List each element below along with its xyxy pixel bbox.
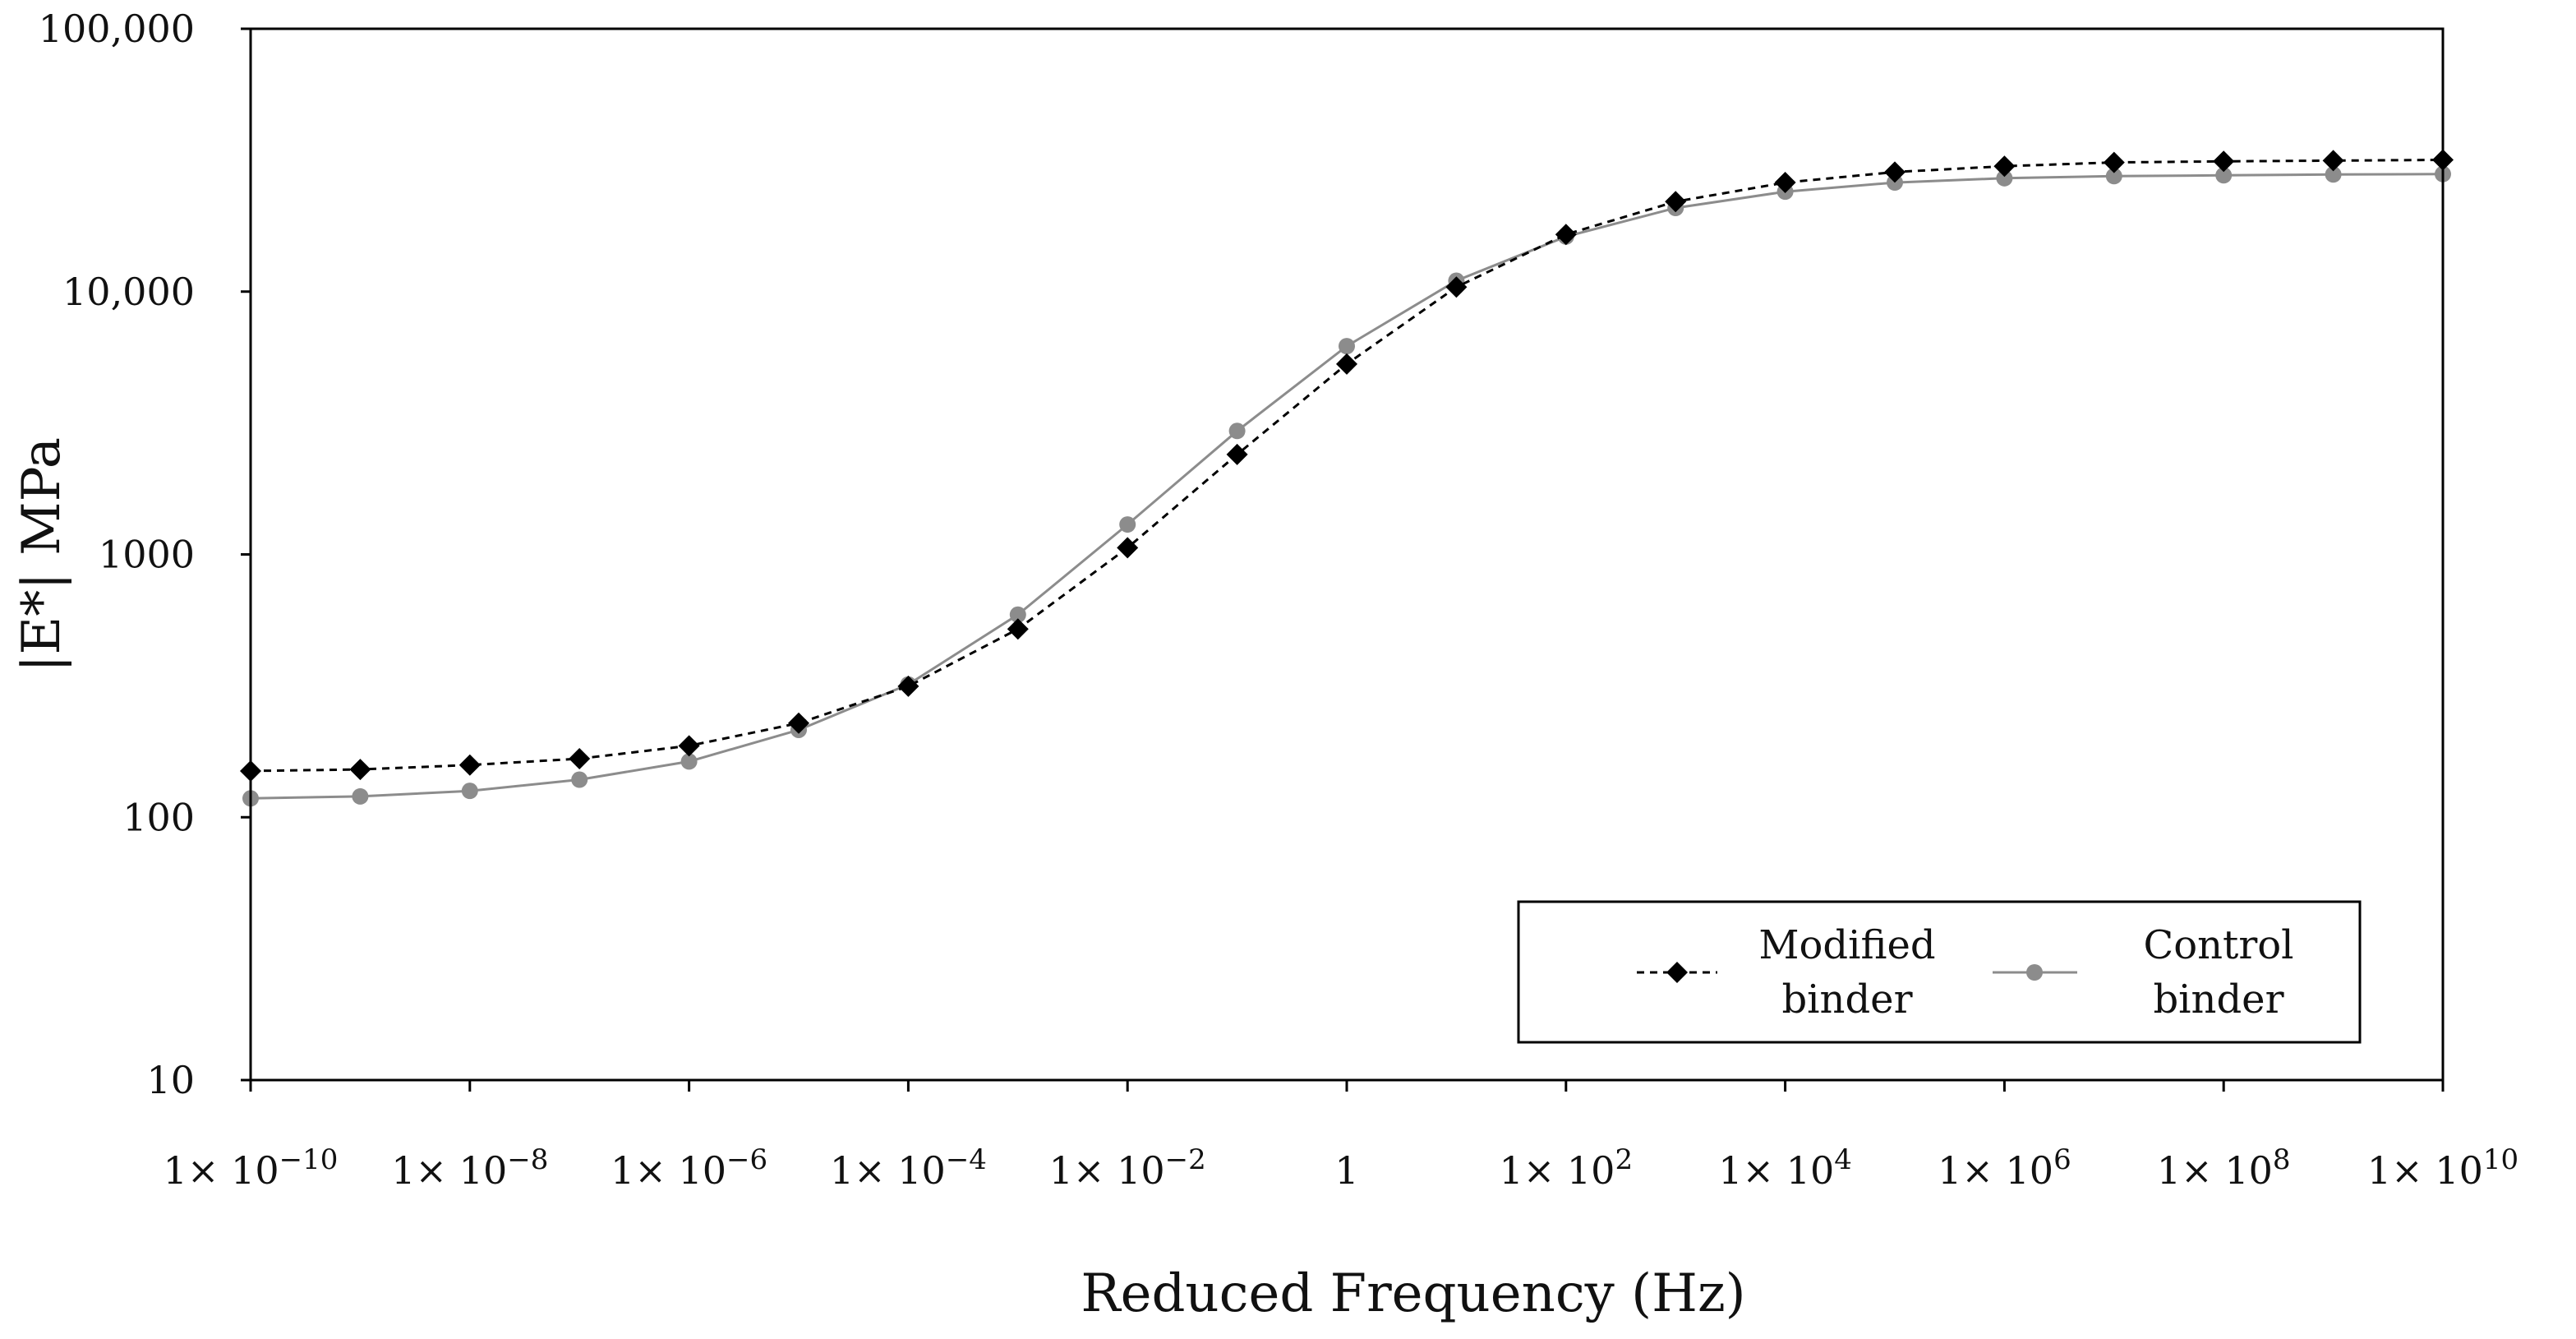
x-tick-label-exponent: −2 bbox=[1165, 1143, 1206, 1176]
x-tick-label-exponent: 8 bbox=[2273, 1143, 2291, 1176]
data-point-circle bbox=[571, 771, 588, 788]
legend-modified-label-line1: Modified bbox=[1758, 922, 1935, 968]
x-tick-label: 1× 10−10 bbox=[164, 1143, 339, 1193]
data-point-diamond bbox=[1336, 353, 1357, 375]
legend-box bbox=[1517, 900, 2362, 1044]
x-tick-label: 1× 10−4 bbox=[830, 1143, 987, 1193]
y-tick-label: 100,000 bbox=[39, 7, 195, 51]
x-tick-label-base: 1× 10 bbox=[611, 1148, 726, 1193]
x-tick-label-exponent: 2 bbox=[1615, 1143, 1633, 1176]
y-tick-label: 100 bbox=[122, 795, 195, 839]
data-point-diamond bbox=[2213, 150, 2235, 173]
data-point-diamond bbox=[459, 754, 481, 776]
y-tick-label: 10,000 bbox=[62, 270, 195, 314]
x-tick-label-base: 1× 10 bbox=[391, 1148, 507, 1193]
legend-control-label-line1: Control bbox=[2143, 922, 2293, 968]
data-point-diamond bbox=[349, 759, 371, 781]
data-point-circle bbox=[1228, 422, 1246, 440]
y-tick-label: 10 bbox=[146, 1058, 195, 1102]
x-axis-title: Reduced Frequency (Hz) bbox=[1081, 1263, 1745, 1324]
legend-modified-label-line2: binder bbox=[1781, 977, 1912, 1023]
data-point-circle bbox=[2325, 166, 2342, 183]
x-tick-label-exponent: 4 bbox=[1834, 1143, 1852, 1176]
data-point-diamond bbox=[1226, 443, 1248, 465]
data-point-circle bbox=[1009, 606, 1026, 623]
x-tick-label-exponent: 6 bbox=[2053, 1143, 2071, 1176]
y-tick-label: 1000 bbox=[99, 533, 195, 577]
legend-control-label-line2: binder bbox=[2153, 977, 2283, 1023]
x-tick-label: 1× 10−6 bbox=[611, 1143, 767, 1193]
x-tick-label: 1× 10−2 bbox=[1049, 1143, 1206, 1193]
data-point-diamond bbox=[678, 735, 700, 757]
x-tick-label: 1× 10−8 bbox=[391, 1143, 548, 1193]
data-point-circle bbox=[680, 753, 698, 770]
data-point-diamond bbox=[1993, 155, 2016, 178]
data-point-diamond bbox=[1665, 191, 1687, 213]
data-point-circle bbox=[1996, 169, 2013, 187]
data-point-circle bbox=[461, 783, 478, 800]
data-point-diamond bbox=[1117, 537, 1139, 559]
legend: Modified binder Control binder bbox=[1517, 900, 2362, 1044]
data-point-circle bbox=[352, 787, 369, 805]
ticks-layer bbox=[241, 27, 2445, 1092]
x-tick-label: 1× 1010 bbox=[2367, 1143, 2518, 1193]
x-tick-label-exponent: −4 bbox=[946, 1143, 987, 1176]
legend-modified-marker bbox=[1666, 962, 1688, 983]
data-point-diamond bbox=[788, 712, 809, 734]
data-point-diamond bbox=[2322, 150, 2344, 172]
data-point-circle bbox=[1339, 338, 1355, 355]
x-tick-label-exponent: −8 bbox=[507, 1143, 548, 1176]
x-tick-label-base: 1× 10 bbox=[1049, 1148, 1165, 1193]
tick-labels-layer: 1× 10−10 1× 10−8 1× 10−6 1× 10−4 1× 10−2 1 1× … bbox=[39, 7, 2518, 1193]
x-tick-label: 1× 102 bbox=[1499, 1143, 1633, 1193]
y-axis-title: |E*| MPa bbox=[12, 437, 72, 672]
x-tick-label-base: 1× 10 bbox=[830, 1148, 946, 1193]
data-point-diamond bbox=[1555, 224, 1577, 246]
x-tick-label-base: 1× 10 bbox=[2157, 1148, 2273, 1193]
x-tick-label-base: 1 bbox=[1334, 1148, 1358, 1193]
x-tick-label-base: 1× 10 bbox=[1718, 1148, 1834, 1193]
x-tick-label: 1× 104 bbox=[1718, 1143, 1852, 1193]
data-point-diamond bbox=[897, 675, 919, 697]
x-tick-label: 1× 106 bbox=[1938, 1143, 2071, 1193]
x-tick-label-base: 1× 10 bbox=[1499, 1148, 1615, 1193]
x-tick-label-exponent: −6 bbox=[726, 1143, 767, 1176]
legend-control-marker bbox=[2026, 964, 2043, 981]
plot-frame bbox=[249, 27, 2445, 1082]
data-point-diamond bbox=[569, 748, 591, 770]
x-tick-label-exponent: −10 bbox=[279, 1143, 339, 1176]
data-point-circle bbox=[2215, 167, 2233, 184]
series-layer bbox=[240, 149, 2454, 807]
data-point-diamond bbox=[1007, 618, 1029, 640]
x-tick-label-base: 1× 10 bbox=[164, 1148, 279, 1193]
x-tick-label: 1 bbox=[1334, 1148, 1358, 1193]
x-tick-label-exponent: 10 bbox=[2483, 1143, 2518, 1176]
data-point-diamond bbox=[1884, 161, 1906, 183]
x-tick-label-base: 1× 10 bbox=[1938, 1148, 2053, 1193]
data-point-diamond bbox=[1445, 276, 1468, 298]
data-point-diamond bbox=[1774, 172, 1796, 194]
data-point-diamond bbox=[2103, 151, 2125, 173]
x-tick-label: 1× 108 bbox=[2157, 1143, 2291, 1193]
data-point-circle bbox=[2105, 168, 2122, 185]
data-point-circle bbox=[1119, 516, 1136, 533]
x-tick-label-base: 1× 10 bbox=[2367, 1148, 2483, 1193]
series-modified-binder bbox=[240, 149, 2454, 782]
